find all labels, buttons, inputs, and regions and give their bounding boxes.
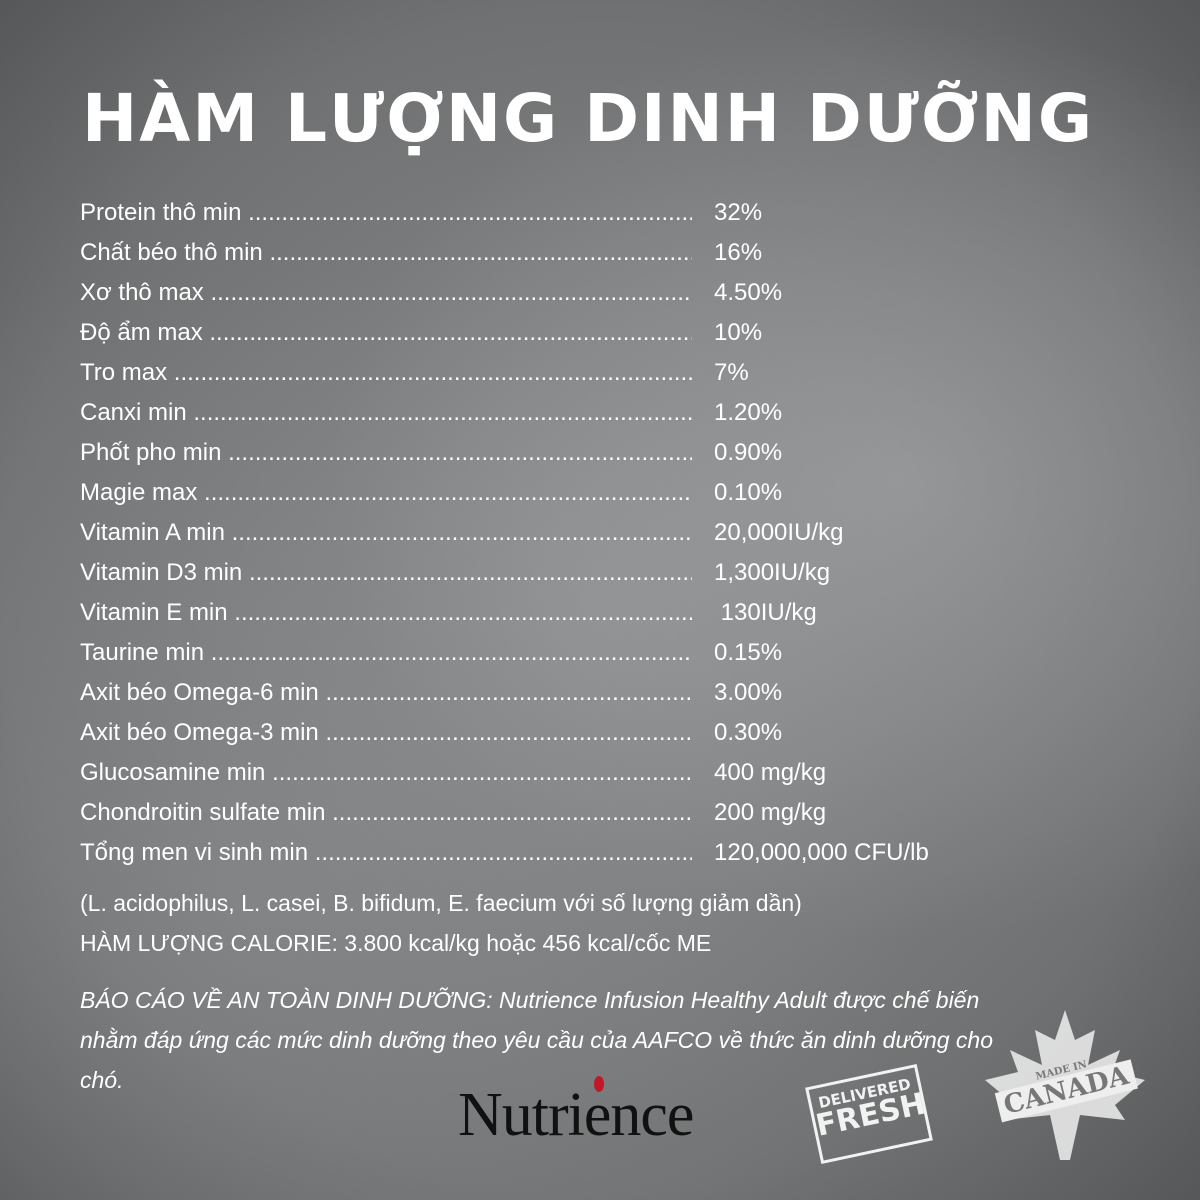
nutrient-label: Tro max bbox=[80, 356, 692, 396]
nutrient-row: Canxi min 1.20% bbox=[80, 396, 1080, 436]
nutrient-value: 0.15% bbox=[714, 639, 783, 666]
nutrient-value: 4.50% bbox=[714, 279, 783, 306]
nutrient-value: 1.20% bbox=[714, 399, 783, 426]
nutrience-logo-dot-icon bbox=[594, 1076, 604, 1092]
nutrient-label: Vitamin A min bbox=[80, 516, 692, 556]
nutrient-value: 7% bbox=[714, 359, 749, 386]
nutrient-label: Chất béo thô min bbox=[80, 236, 692, 276]
nutrient-label: Magie max bbox=[80, 476, 692, 516]
nutrient-row: Magie max 0.10% bbox=[80, 476, 1080, 516]
nutrient-label: Taurine min bbox=[80, 636, 692, 676]
nutrient-row: Chondroitin sulfate min 200 mg/kg bbox=[80, 796, 1080, 836]
safety-statement: BÁO CÁO VỀ AN TOÀN DINH DƯỠNG: Nutrience… bbox=[80, 987, 994, 1093]
nutrient-row: Glucosamine min 400 mg/kg bbox=[80, 756, 1080, 796]
nutrient-row: Vitamin D3 min 1,300IU/kg bbox=[80, 556, 1080, 596]
nutrience-logo: Nutrience bbox=[458, 1081, 694, 1149]
nutrient-value: 10% bbox=[714, 319, 763, 346]
nutrient-value: 200 mg/kg bbox=[714, 799, 827, 826]
nutrient-value: 32% bbox=[714, 199, 763, 226]
calorie-content: HÀM LƯỢNG CALORIE: 3.800 kcal/kg hoặc 45… bbox=[80, 930, 712, 956]
nutrient-row: Axit béo Omega-6 min 3.00% bbox=[80, 676, 1080, 716]
nutrient-label: Chondroitin sulfate min bbox=[80, 796, 692, 836]
nutrition-table: Protein thô min 32% Chất béo thô min 16% Xơ … bbox=[80, 196, 1080, 876]
nutrient-label: Glucosamine min bbox=[80, 756, 692, 796]
nutrient-value: 1,300IU/kg bbox=[714, 559, 831, 586]
nutrient-label: Protein thô min bbox=[80, 196, 692, 236]
nutrient-label: Axit béo Omega-6 min bbox=[80, 676, 692, 716]
probiotics-note: (L. acidophilus, L. casei, B. bifidum, E… bbox=[80, 890, 802, 916]
nutrient-value: 0.30% bbox=[714, 719, 783, 746]
nutrient-row: Vitamin E min 130IU/kg bbox=[80, 596, 1080, 636]
made-in-canada-badge: MADE IN CANADA bbox=[980, 1010, 1150, 1160]
nutrient-value: 3.00% bbox=[714, 679, 783, 706]
nutrient-label: Vitamin E min bbox=[80, 596, 692, 636]
nutrient-row: Tro max 7% bbox=[80, 356, 1080, 396]
nutrient-label: Phốt pho min bbox=[80, 436, 692, 476]
nutrient-value: 0.90% bbox=[714, 439, 783, 466]
nutrient-label: Xơ thô max bbox=[80, 276, 692, 316]
nutrient-value: 16% bbox=[714, 239, 763, 266]
nutrient-row: Taurine min 0.15% bbox=[80, 636, 1080, 676]
nutrient-row: Tổng men vi sinh min 120,000,000 CFU/lb bbox=[80, 836, 1080, 876]
nutrient-value: 20,000IU/kg bbox=[714, 519, 844, 546]
nutrient-label: Axit béo Omega-3 min bbox=[80, 716, 692, 756]
nutrient-value: 130IU/kg bbox=[714, 599, 817, 626]
nutrient-value: 0.10% bbox=[714, 479, 783, 506]
page-title: HÀM LƯỢNG DINH DƯỠNG bbox=[82, 80, 1094, 157]
nutrient-value: 120,000,000 CFU/lb bbox=[714, 839, 929, 866]
nutrient-row: Protein thô min 32% bbox=[80, 196, 1080, 236]
nutrient-label: Độ ẩm max bbox=[80, 316, 692, 356]
nutrient-label: Canxi min bbox=[80, 396, 692, 436]
nutrient-row: Axit béo Omega-3 min 0.30% bbox=[80, 716, 1080, 756]
nutrient-row: Độ ẩm max 10% bbox=[80, 316, 1080, 356]
nutrient-row: Vitamin A min 20,000IU/kg bbox=[80, 516, 1080, 556]
nutrient-label: Tổng men vi sinh min bbox=[80, 836, 692, 876]
nutrient-row: Xơ thô max 4.50% bbox=[80, 276, 1080, 316]
nutrient-row: Phốt pho min 0.90% bbox=[80, 436, 1080, 476]
nutrient-row: Chất béo thô min 16% bbox=[80, 236, 1080, 276]
nutrient-value: 400 mg/kg bbox=[714, 759, 827, 786]
nutrient-label: Vitamin D3 min bbox=[80, 556, 692, 596]
